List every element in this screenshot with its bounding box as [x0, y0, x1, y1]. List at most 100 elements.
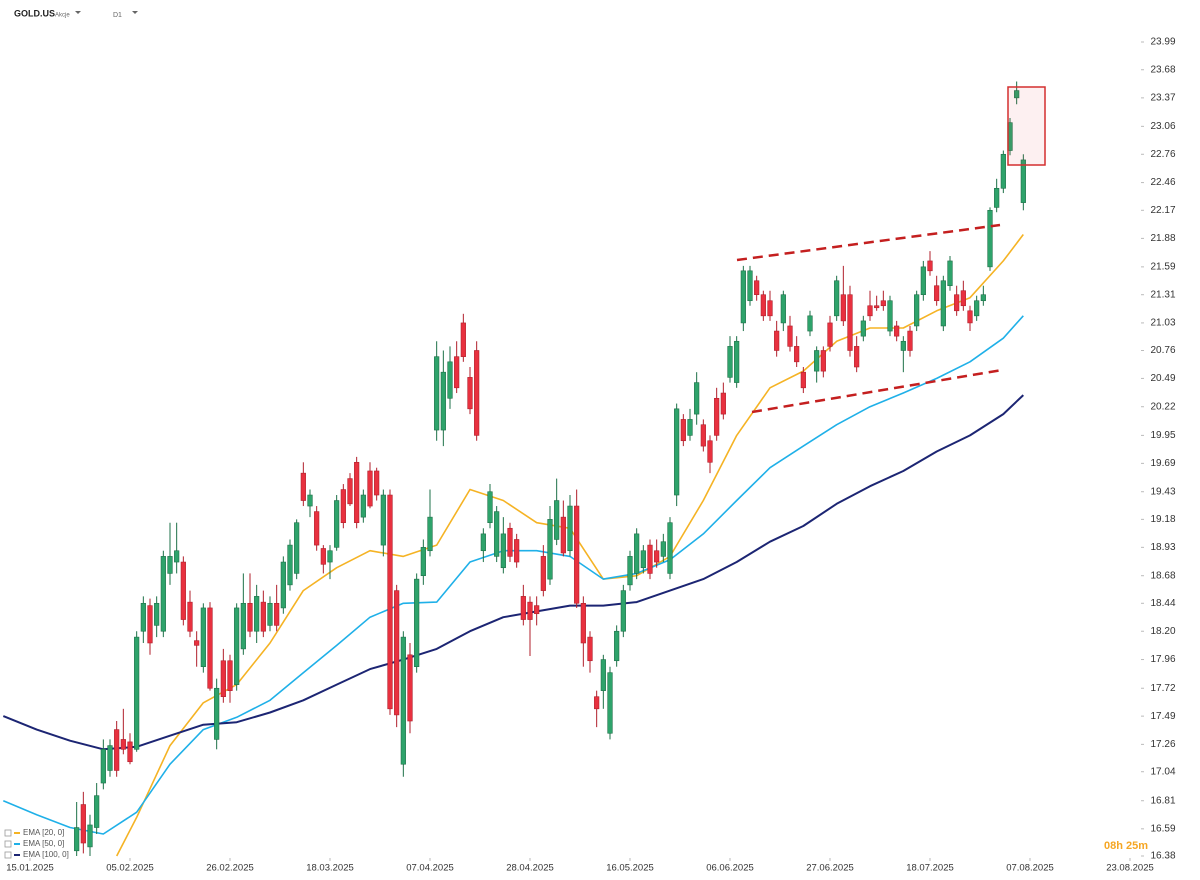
candle-body: [807, 315, 813, 332]
candle-body: [474, 350, 480, 436]
y-tick-label: 21.31: [1150, 289, 1175, 300]
candle-body: [494, 511, 500, 557]
candle-body: [560, 516, 566, 554]
candle-body: [127, 741, 133, 763]
legend-label: EMA [100, 0]: [23, 850, 69, 859]
y-tick-label: 19.69: [1150, 458, 1175, 469]
asset-class[interactable]: Akcje: [55, 13, 70, 19]
candle-body: [574, 505, 580, 604]
candle-body: [900, 340, 906, 351]
candle-body: [180, 561, 186, 620]
candle-body: [360, 494, 366, 518]
candle-body: [820, 350, 826, 372]
candle-body: [580, 602, 586, 644]
candle-body: [187, 601, 193, 632]
candle-body: [694, 382, 700, 415]
candle-body: [500, 533, 506, 569]
candle-body: [347, 478, 353, 505]
candle-body: [727, 346, 733, 378]
candle-body: [787, 325, 793, 347]
candle-body: [420, 547, 426, 577]
candle-body: [834, 280, 840, 317]
candle-body: [507, 527, 513, 557]
candle-body: [767, 300, 773, 317]
candle-body: [940, 280, 946, 327]
candle-body: [167, 556, 173, 574]
candle-body: [840, 294, 846, 322]
candle-body: [140, 602, 146, 632]
interval[interactable]: D1: [113, 12, 122, 19]
candle-body: [720, 392, 726, 415]
candle-body: [407, 654, 413, 722]
candle-body: [567, 505, 573, 552]
candle-body: [327, 550, 333, 563]
y-tick-label: 23.68: [1150, 64, 1175, 75]
candle-body: [380, 494, 386, 546]
candle-body: [240, 602, 246, 650]
y-tick-label: 21.88: [1150, 233, 1175, 244]
ema-line: [2, 315, 1024, 835]
y-tick-label: 17.72: [1150, 683, 1175, 694]
candle-body: [534, 605, 540, 615]
candle-body: [274, 602, 280, 626]
legend-icon: [4, 851, 12, 859]
x-tick-label: 27.06.2025: [806, 863, 854, 874]
candle-body: [600, 659, 606, 691]
candle-body: [987, 210, 993, 268]
candle-body: [827, 322, 833, 347]
candle-body: [707, 440, 713, 463]
candle-body: [747, 270, 753, 302]
candle-body: [1014, 90, 1020, 99]
candle-body: [74, 827, 80, 852]
candle-body: [647, 544, 653, 574]
candle-body: [947, 260, 953, 287]
dropdown-arrow[interactable]: [75, 11, 81, 14]
candle-body: [994, 187, 1000, 208]
candle-body: [614, 630, 620, 662]
candle-body: [620, 590, 626, 632]
x-tick-label: 07.08.2025: [1006, 863, 1054, 874]
candle-body: [114, 729, 120, 771]
dropdown-arrow[interactable]: [132, 11, 138, 14]
candle-body: [874, 305, 880, 309]
candle-body: [540, 556, 546, 591]
candle-body: [447, 361, 453, 399]
candle-body: [700, 424, 706, 447]
candle-body: [194, 640, 200, 646]
candle-body: [414, 578, 420, 667]
y-tick-label: 22.17: [1150, 205, 1175, 216]
candle-body: [927, 260, 933, 272]
candle-body: [120, 739, 126, 750]
candle-body: [887, 300, 893, 332]
x-tick-label: 15.01.2025: [6, 863, 54, 874]
candle-body: [440, 371, 446, 431]
candle-body: [454, 356, 460, 389]
candle-body: [880, 300, 886, 307]
candle-body: [254, 596, 260, 632]
candle-body: [300, 472, 306, 501]
candle-body: [214, 687, 220, 740]
candle-body: [814, 350, 820, 372]
x-tick-label: 16.05.2025: [606, 863, 654, 874]
candle-body: [387, 494, 393, 710]
candle-body: [520, 596, 526, 620]
y-tick-label: 17.49: [1150, 711, 1175, 722]
candle-body: [867, 305, 873, 317]
candle-body: [227, 660, 233, 691]
candle-body: [207, 607, 213, 689]
candle-body: [94, 795, 100, 828]
candle-body: [920, 266, 926, 296]
candle-body: [934, 285, 940, 302]
candle-timer: 08h 25m: [1104, 840, 1148, 852]
candle-body: [607, 672, 613, 734]
candle-body: [687, 419, 693, 436]
candle-body: [374, 470, 380, 496]
candle-body: [200, 607, 206, 667]
y-tick-label: 18.44: [1150, 598, 1175, 609]
candle-body: [800, 371, 806, 389]
y-tick-label: 17.96: [1150, 654, 1175, 665]
candle-body: [680, 419, 686, 442]
candle-body: [287, 544, 293, 586]
candle-body: [100, 749, 106, 784]
candle-body: [367, 470, 373, 507]
